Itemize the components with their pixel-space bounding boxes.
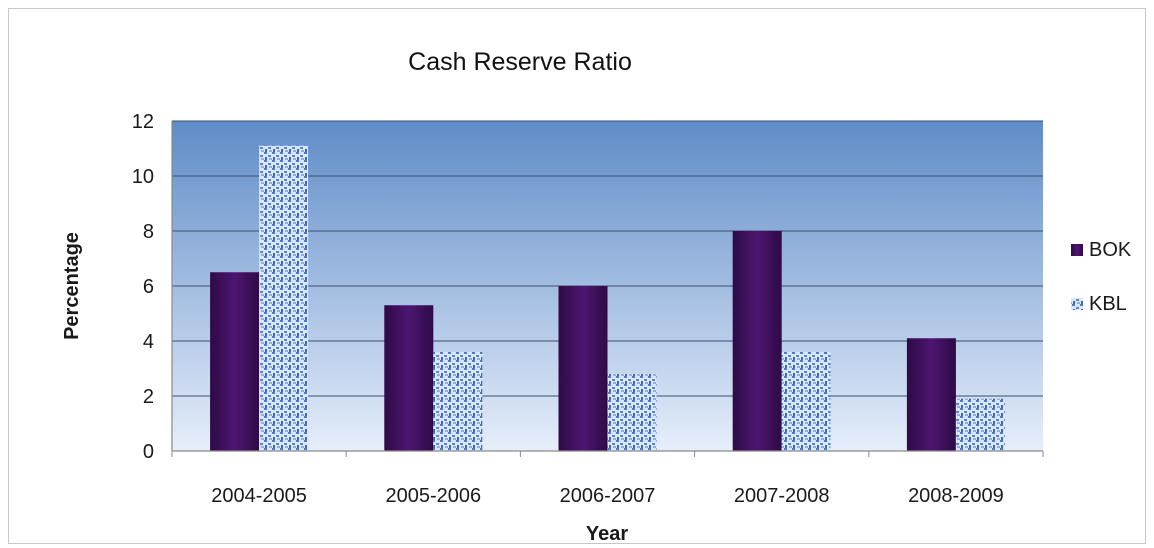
axes [171, 121, 1044, 457]
legend-label-bok: BOK [1089, 239, 1132, 261]
chart-title: Cash Reserve Ratio [408, 48, 632, 76]
bars [210, 145, 1005, 451]
y-tick-label: 6 [143, 276, 154, 298]
y-tick-label: 0 [143, 441, 154, 463]
x-tick-label: 2006-2007 [560, 485, 656, 507]
y-tick-label: 8 [143, 221, 154, 243]
y-tick-label: 2 [143, 386, 154, 408]
x-tick-labels: 2004-2005 2005-2006 2006-2007 2007-2008 2008… [211, 485, 1003, 507]
legend-swatch-bok [1071, 244, 1083, 256]
x-tick-label: 2005-2006 [385, 485, 481, 507]
x-axis-title: Year [586, 523, 628, 545]
bar-bok [558, 286, 608, 451]
x-tick-label: 2004-2005 [211, 485, 307, 507]
bar-kbl [955, 398, 1005, 451]
bar-bok [906, 338, 956, 451]
bar-bok [732, 231, 782, 451]
y-tick-labels: 0 2 4 6 8 10 12 [132, 111, 154, 463]
legend-swatch-kbl [1071, 298, 1083, 310]
x-tick-label: 2008-2009 [908, 485, 1004, 507]
bar-kbl [433, 352, 483, 451]
y-tick-label: 4 [143, 331, 154, 353]
y-tick-label: 10 [132, 166, 154, 188]
bar-bok [384, 305, 434, 451]
x-tick-label: 2007-2008 [734, 485, 830, 507]
legend-label-kbl: KBL [1089, 293, 1127, 315]
bar-kbl [607, 374, 657, 451]
y-tick-label: 12 [132, 111, 154, 133]
legend: BOK KBL [1071, 239, 1132, 315]
y-axis-title: Percentage [61, 232, 83, 340]
bar-kbl [259, 145, 309, 451]
bar-kbl [781, 352, 831, 451]
bar-bok [210, 272, 260, 451]
